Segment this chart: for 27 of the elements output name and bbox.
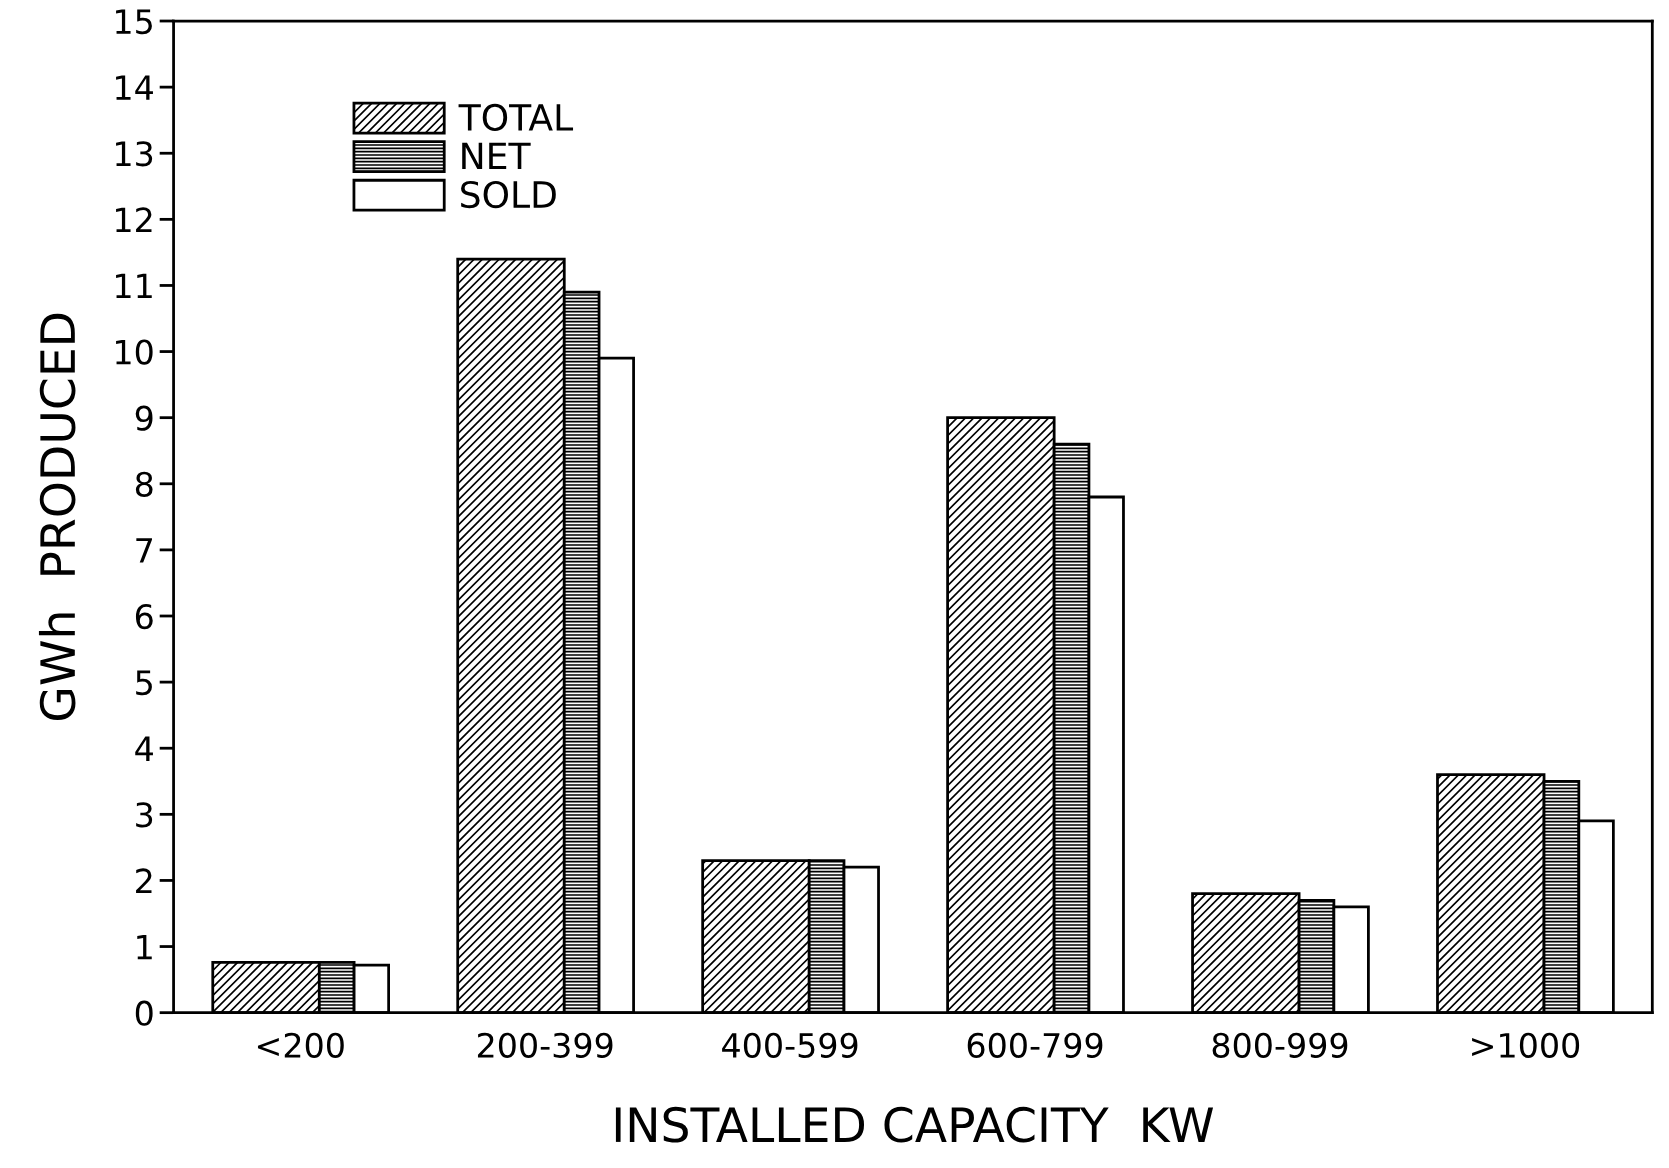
x-tick-label: >1000 [1472,1032,1580,1058]
x-tick-label: <200 [257,1032,344,1058]
y-tick-label: 12 [116,207,152,233]
y-tick-label: 1 [137,934,152,960]
y-tick-label: 13 [116,141,153,167]
y-tick-label: 8 [135,471,153,497]
x-tick-label: 400-599 [722,1032,858,1058]
legend-label: NET [462,142,531,170]
x-tick-label: 200-399 [477,1032,613,1058]
legend-label: TOTAL [458,103,574,132]
x-axis-title: INSTALLED CAPACITY KW [615,1106,1214,1143]
legend-label: SOLD [461,180,556,209]
y-tick-label: 2 [136,868,152,894]
y-tick-label: 10 [116,339,153,365]
y-tick-label: 4 [135,736,153,761]
y-tick-label: 9 [135,405,153,431]
y-tick-label: 15 [116,9,152,35]
y-axis-title: GWh PRODUCED [38,313,76,721]
y-tick-label: 0 [135,1000,153,1026]
y-tick-label: 5 [136,670,152,696]
x-tick-label: 800-999 [1212,1032,1348,1058]
y-tick-label: 3 [136,802,153,828]
y-tick-label: 7 [136,538,152,563]
y-tick-label: 6 [135,603,153,630]
y-tick-label: 11 [116,273,152,299]
x-tick-label: 600-799 [967,1032,1103,1058]
y-tick-label: 14 [116,75,153,100]
